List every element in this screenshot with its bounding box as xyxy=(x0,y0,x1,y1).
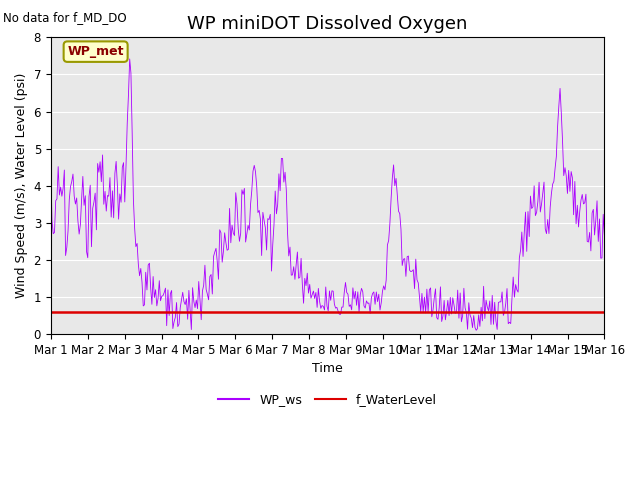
f_WaterLevel xyxy=(47,309,54,315)
WP_ws xyxy=(109,188,116,194)
WP_ws xyxy=(360,303,368,309)
WP_ws xyxy=(47,163,54,169)
Text: No data for f_MD_DO: No data for f_MD_DO xyxy=(3,11,127,24)
X-axis label: Time: Time xyxy=(312,362,343,375)
Title: WP miniDOT Dissolved Oxygen: WP miniDOT Dissolved Oxygen xyxy=(188,15,468,33)
WP_ws xyxy=(472,327,480,333)
Y-axis label: Wind Speed (m/s), Water Level (psi): Wind Speed (m/s), Water Level (psi) xyxy=(15,73,28,299)
WP_ws xyxy=(141,302,148,308)
Text: WP_met: WP_met xyxy=(67,45,124,58)
WP_ws xyxy=(580,201,588,207)
WP_ws xyxy=(126,56,134,62)
Legend: WP_ws, f_WaterLevel: WP_ws, f_WaterLevel xyxy=(213,388,442,411)
WP_ws xyxy=(449,295,456,300)
f_WaterLevel xyxy=(84,309,92,315)
WP_ws xyxy=(595,239,602,244)
Line: WP_ws: WP_ws xyxy=(51,59,604,330)
WP_ws xyxy=(600,233,608,239)
